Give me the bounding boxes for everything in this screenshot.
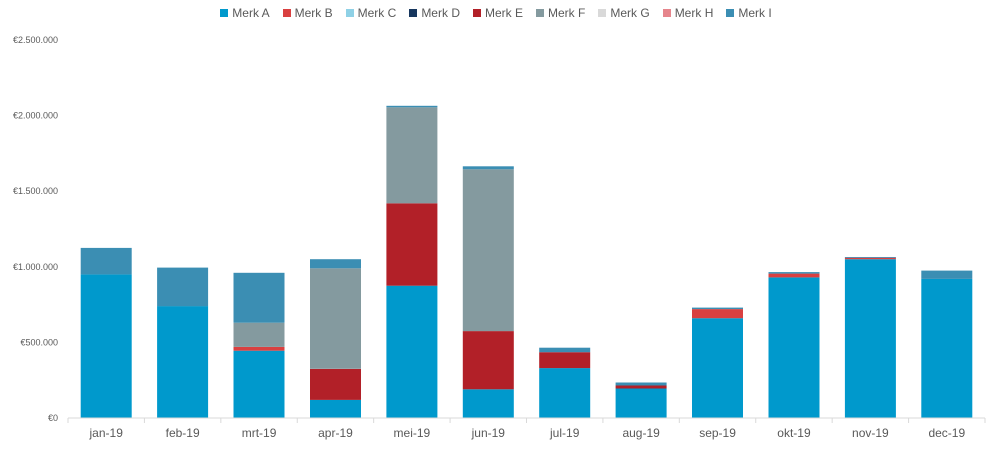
y-tick-label: €2.000.000 <box>13 111 58 121</box>
legend-swatch <box>220 9 229 17</box>
bar-segment <box>844 257 896 260</box>
bar-segment <box>844 257 896 258</box>
bar-segment <box>386 203 438 286</box>
bar-segment <box>539 352 591 369</box>
bar-segment <box>233 272 285 323</box>
bar-segment <box>310 259 361 269</box>
legend-item: Merk B <box>282 6 333 20</box>
x-tick-label: jul-19 <box>549 426 580 440</box>
bar-segment <box>233 350 285 418</box>
legend: Merk A Merk B Merk C Merk D Merk E Merk F Merk… <box>0 6 992 20</box>
bar-segment <box>539 368 591 418</box>
bar-segment <box>768 273 820 278</box>
bar-segment <box>233 346 285 351</box>
bar-segment <box>310 368 361 400</box>
legend-item: Merk C <box>345 6 397 20</box>
legend-label: Merk D <box>421 6 460 20</box>
legend-label: Merk E <box>484 6 523 20</box>
bar-segment <box>615 388 667 418</box>
bar-segment <box>844 259 896 418</box>
bar-segment <box>462 389 514 418</box>
y-tick-label: €1.500.000 <box>13 186 58 196</box>
legend-item: Merk I <box>726 6 772 20</box>
bar-segment <box>386 107 438 204</box>
legend-swatch <box>345 9 354 17</box>
bar-segment <box>80 247 132 275</box>
y-tick-label: €500.000 <box>20 337 58 347</box>
legend-swatch <box>726 9 735 17</box>
bar-segment <box>80 274 132 418</box>
bar-segment <box>462 166 514 170</box>
legend-item: Merk G <box>598 6 650 20</box>
bar-segment <box>615 382 667 386</box>
legend-item: Merk D <box>409 6 460 20</box>
legend-item: Merk H <box>662 6 714 20</box>
bar-segment <box>615 385 667 389</box>
x-tick-label: dec-19 <box>928 426 965 440</box>
x-tick-label: mei-19 <box>394 426 431 440</box>
legend-swatch <box>472 9 481 17</box>
x-tick-label: aug-19 <box>622 426 660 440</box>
legend-swatch <box>282 9 291 17</box>
legend-item: Merk F <box>536 6 585 20</box>
y-tick-label: €1.000.000 <box>13 262 58 272</box>
bar-segment <box>386 285 438 418</box>
legend-label: Merk G <box>610 6 650 20</box>
bar-segment <box>386 105 438 108</box>
legend-swatch <box>409 9 418 17</box>
legend-swatch <box>598 9 607 17</box>
legend-label: Merk I <box>738 6 772 20</box>
x-tick-label: sep-19 <box>699 426 736 440</box>
legend-item: Merk E <box>472 6 523 20</box>
bar-segment <box>233 322 285 347</box>
legend-label: Merk C <box>357 6 397 20</box>
legend-swatch <box>662 9 671 17</box>
bar-segment <box>692 307 743 310</box>
y-tick-label: €2.500.000 <box>13 35 58 45</box>
y-tick-label: €0 <box>48 413 58 423</box>
bar-segment <box>768 272 820 274</box>
bar-segment <box>462 169 514 332</box>
bar-segment <box>157 267 209 307</box>
legend-swatch <box>536 9 544 17</box>
x-tick-label: apr-19 <box>318 426 353 440</box>
bar-segment <box>921 278 973 418</box>
x-tick-label: jan-19 <box>89 426 124 440</box>
x-tick-label: nov-19 <box>852 426 889 440</box>
bar-segment <box>692 309 743 319</box>
x-tick-label: jun-19 <box>471 426 506 440</box>
x-tick-label: okt-19 <box>777 426 811 440</box>
bar-segment <box>921 270 973 279</box>
bar-segment <box>768 277 820 418</box>
legend-label: Merk A <box>232 6 270 20</box>
legend-item: Merk A <box>220 6 270 20</box>
legend-label: Merk B <box>294 6 333 20</box>
bar-segment <box>157 306 209 418</box>
legend-label: Merk H <box>674 6 714 20</box>
legend-label: Merk F <box>548 6 586 20</box>
bar-segment <box>310 268 361 369</box>
x-tick-label: feb-19 <box>166 426 200 440</box>
x-tick-label: mrt-19 <box>242 426 277 440</box>
bar-segment <box>539 347 591 353</box>
bar-segment <box>462 331 514 390</box>
bar-segment <box>310 399 361 418</box>
bar-segment <box>692 318 743 418</box>
